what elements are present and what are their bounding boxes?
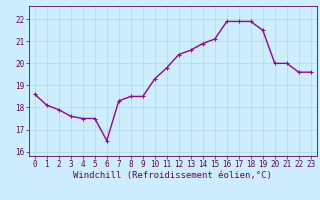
X-axis label: Windchill (Refroidissement éolien,°C): Windchill (Refroidissement éolien,°C) xyxy=(73,171,272,180)
